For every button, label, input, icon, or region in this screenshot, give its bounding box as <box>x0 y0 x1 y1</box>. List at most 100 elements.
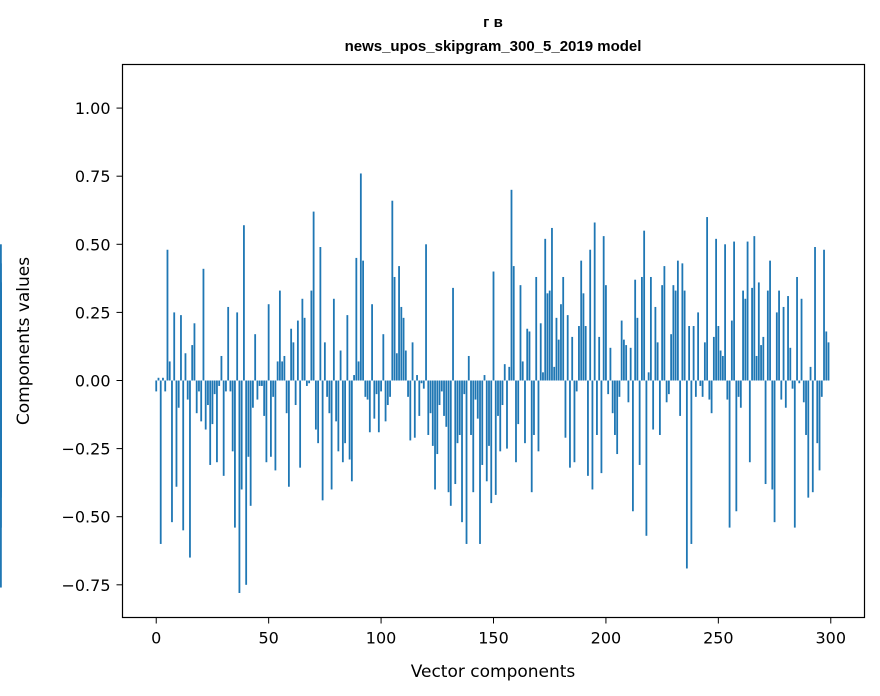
y-tick-label: 0.75 <box>75 167 111 186</box>
bar-130 <box>447 380 450 493</box>
chart-title: г в <box>483 14 503 31</box>
bar-226 <box>663 266 666 381</box>
bar-100 <box>380 380 382 392</box>
bar-133 <box>454 380 457 485</box>
bar-155 <box>503 364 506 381</box>
bar-39 <box>243 225 245 381</box>
bar-109 <box>400 306 403 381</box>
bar-55 <box>278 290 281 381</box>
bar-201 <box>607 380 610 395</box>
bar-279 <box>782 306 785 381</box>
bar-189 <box>580 260 583 381</box>
bar-84 <box>344 380 346 444</box>
bar-7 <box>171 380 173 523</box>
bar-142 <box>474 380 477 400</box>
bar-297 <box>823 249 825 381</box>
bar-114 <box>411 342 414 381</box>
bar-112 <box>407 380 409 397</box>
bar-20 <box>200 380 203 422</box>
bar-134 <box>456 380 459 444</box>
x-axis-label: Vector components <box>411 662 576 682</box>
bar-250 <box>717 326 720 381</box>
bar-164 <box>524 380 526 444</box>
bar-26 <box>213 380 216 395</box>
bar-148 <box>488 380 490 446</box>
bar-285 <box>796 276 798 381</box>
bar-239 <box>692 326 695 381</box>
bar-299 <box>827 342 830 381</box>
bar-119 <box>422 380 425 389</box>
bar-17 <box>193 323 196 381</box>
bar-174 <box>546 293 549 381</box>
bar-272 <box>766 290 769 381</box>
bar-98 <box>375 380 378 395</box>
x-tick-label: 300 <box>815 629 846 648</box>
bar-170 <box>537 380 540 452</box>
x-tick-label: 250 <box>703 629 734 648</box>
bar-175 <box>548 290 551 381</box>
bar-246 <box>708 380 711 400</box>
bar-204 <box>614 380 616 435</box>
bar-292 <box>811 380 814 493</box>
bar-30 <box>222 380 225 476</box>
bar-102 <box>384 380 387 422</box>
bar-141 <box>472 380 475 493</box>
bar-216 <box>641 276 643 381</box>
bar-23 <box>207 380 209 406</box>
bar-91 <box>359 173 362 381</box>
bar-81 <box>337 380 340 452</box>
bar-6 <box>168 361 171 381</box>
bar-280 <box>784 380 787 408</box>
bar-167 <box>530 380 533 493</box>
bar-99 <box>377 380 380 433</box>
bar-173 <box>544 238 547 381</box>
bar-159 <box>512 266 515 381</box>
bar-157 <box>508 366 511 381</box>
bar-69 <box>310 290 313 381</box>
bar-267 <box>755 355 758 381</box>
bar-43 <box>252 380 254 408</box>
bar-248 <box>712 336 715 381</box>
bar-210 <box>627 380 630 403</box>
bar-25 <box>211 380 214 425</box>
x-tick-label: 150 <box>478 629 509 648</box>
bar-235 <box>683 290 686 381</box>
bar-117 <box>418 380 421 416</box>
bar-227 <box>665 380 668 403</box>
x-tick-label: 100 <box>366 629 397 648</box>
bar-15 <box>189 380 191 558</box>
bar-16 <box>191 345 194 381</box>
bar-182 <box>564 380 567 438</box>
bar-256 <box>730 320 733 381</box>
bar-222 <box>654 306 657 381</box>
bar-122 <box>429 380 432 414</box>
bar-89 <box>355 257 358 381</box>
bar-86 <box>348 380 351 460</box>
bar-176 <box>551 227 553 381</box>
bar-221 <box>652 380 655 430</box>
bar-152 <box>497 380 499 416</box>
bar-32 <box>227 306 230 381</box>
bar-296 <box>820 380 823 397</box>
bar-108 <box>398 266 400 381</box>
bar-113 <box>409 380 412 441</box>
bar-225 <box>661 285 664 381</box>
bar-22 <box>204 380 207 430</box>
bar-257 <box>733 241 735 381</box>
bar-247 <box>710 380 713 414</box>
bar-71 <box>314 380 317 430</box>
bar-96 <box>371 304 373 381</box>
bar-107 <box>395 353 398 381</box>
bar-202 <box>609 347 612 381</box>
bar-270 <box>762 336 765 381</box>
bar-35 <box>234 380 236 528</box>
bar-261 <box>742 290 744 381</box>
x-axis-ticks: 0 50 100 150 200 250 300 <box>151 617 846 648</box>
bar-254 <box>726 380 729 400</box>
bar-236 <box>685 380 688 569</box>
bar-241 <box>697 312 700 381</box>
bar-40 <box>245 380 248 585</box>
bar-88 <box>353 375 355 381</box>
bar-63 <box>296 320 299 381</box>
bar-57 <box>283 355 286 381</box>
